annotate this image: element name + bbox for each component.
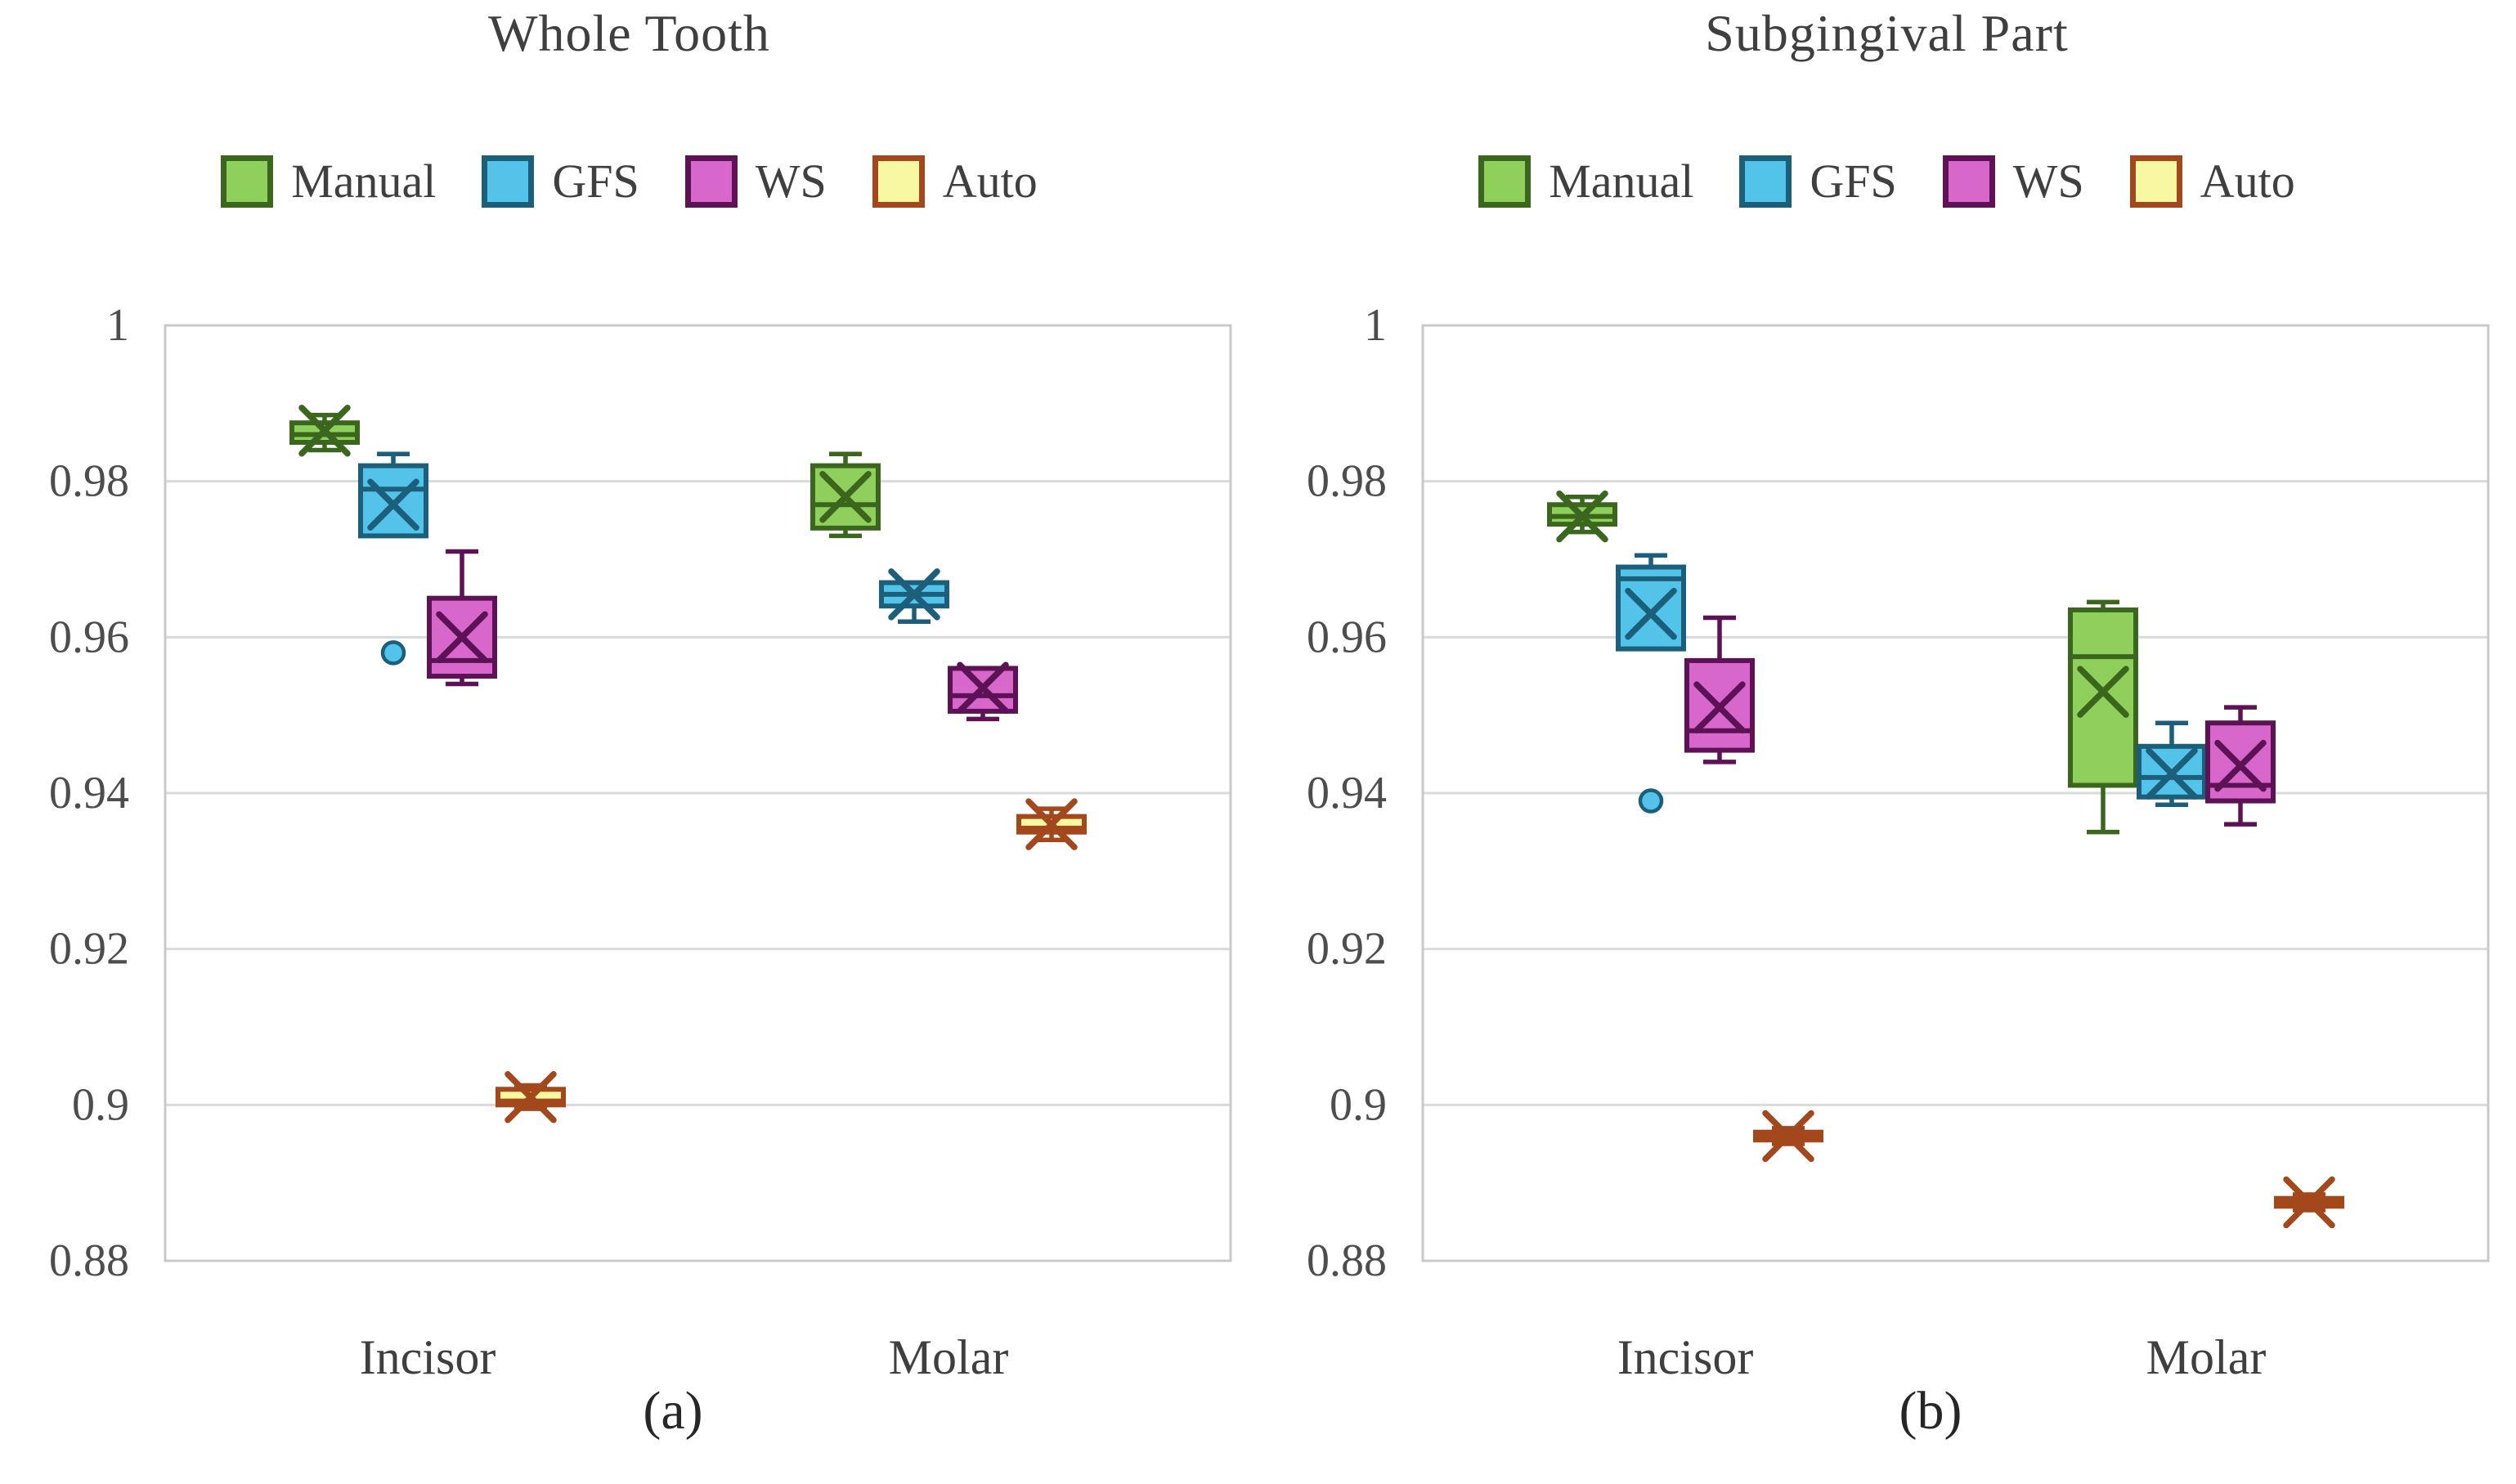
mean-x-marker	[1762, 1110, 1814, 1163]
panel-caption: (b)	[1899, 1381, 1962, 1441]
y-tick-label: 1	[1364, 300, 1387, 351]
y-tick-label: 1	[106, 300, 129, 351]
panel-title: Subgingival Part	[1705, 4, 2069, 62]
mean-x-marker	[819, 470, 872, 523]
legend-label-auto: Auto	[942, 155, 1038, 208]
panel-title: Whole Tooth	[488, 4, 770, 62]
y-tick-label: 0.88	[1307, 1235, 1387, 1286]
legend-label-manual: Manual	[291, 155, 437, 208]
legend-swatch-ws	[684, 155, 738, 208]
legend-swatch-ws	[1942, 155, 1995, 208]
x-category-label-incisor: Incisor	[1617, 1330, 1754, 1384]
box-manual-molar	[2068, 607, 2138, 788]
plot-border	[1421, 324, 2490, 1262]
panel-caption: (a)	[643, 1381, 703, 1441]
legend-swatch-gfs	[1739, 155, 1792, 208]
mean-x-marker	[1693, 681, 1746, 733]
outlier-point	[1638, 788, 1664, 814]
legend-swatch-gfs	[482, 155, 535, 208]
legend-label-gfs: GFS	[1810, 155, 1897, 208]
legend-item-auto: Auto	[872, 155, 1038, 208]
y-tick-label: 0.98	[1307, 456, 1387, 507]
mean-x-marker	[2077, 666, 2129, 718]
legend-item-auto: Auto	[2129, 155, 2295, 208]
legend-item-gfs: GFS	[1739, 155, 1897, 208]
y-tick-label: 0.94	[49, 768, 129, 818]
legend-swatch-auto	[2129, 155, 2182, 208]
outlier-point	[380, 640, 406, 666]
legend-item-ws: WS	[1942, 155, 2084, 208]
mean-x-marker	[2214, 739, 2267, 792]
y-tick-label: 0.92	[1307, 924, 1387, 975]
y-tick-label: 0.9	[1330, 1079, 1387, 1130]
mean-x-marker	[298, 404, 351, 457]
plot-border	[164, 324, 1232, 1262]
mean-x-marker	[888, 568, 940, 621]
legend-label-auto: Auto	[2200, 155, 2295, 208]
y-tick-label: 0.92	[49, 924, 129, 975]
mean-x-marker	[1625, 587, 1677, 640]
x-category-label-incisor: Incisor	[360, 1330, 496, 1384]
x-category-label-molar: Molar	[2146, 1330, 2267, 1384]
mean-x-marker	[505, 1071, 557, 1123]
x-category-label-molar: Molar	[889, 1330, 1009, 1384]
mean-x-marker	[957, 661, 1009, 715]
y-tick-label: 0.96	[1307, 612, 1387, 662]
panel-subgingival-part: Subgingival Part Manual GFS WS Auto 1 0.98 0.…	[1258, 0, 2516, 1484]
mean-x-marker	[2283, 1176, 2335, 1229]
mean-x-marker	[1025, 798, 1078, 850]
legend-item-gfs: GFS	[482, 155, 639, 208]
box-plot-chart: 1 0.98 0.96 0.94 0.92 0.9 0.88 Incisor Molar	[49, 300, 1232, 1384]
y-tick-label: 0.96	[49, 612, 129, 662]
mean-x-marker	[2146, 747, 2198, 800]
legend-item-manual: Manual	[221, 155, 436, 208]
legend-swatch-manual	[221, 155, 274, 208]
panel-whole-tooth: Whole Tooth Manual GFS WS Auto 1 0.98 0.96 0.9…	[0, 4, 1258, 1441]
legend-item-manual: Manual	[1478, 155, 1693, 208]
legend: Manual GFS WS Auto	[1258, 155, 2516, 208]
legend-label-ws: WS	[2012, 155, 2084, 208]
y-tick-label: 0.9	[72, 1079, 129, 1130]
legend-swatch-auto	[872, 155, 925, 208]
legend: Manual GFS WS Auto	[0, 155, 1258, 208]
y-tick-label: 0.88	[49, 1235, 129, 1286]
mean-x-marker	[367, 478, 419, 531]
y-tick-label: 0.94	[1307, 768, 1387, 818]
mean-x-marker	[436, 611, 488, 664]
legend-label-ws: WS	[755, 155, 827, 208]
legend-label-gfs: GFS	[552, 155, 639, 208]
mean-x-marker	[1556, 490, 1608, 543]
legend-item-ws: WS	[684, 155, 827, 208]
box-plot-chart: 1 0.98 0.96 0.94 0.92 0.9 0.88 Incisor Molar	[1307, 300, 2490, 1384]
legend-swatch-manual	[1478, 155, 1532, 208]
y-tick-label: 0.98	[49, 456, 129, 507]
legend-label-manual: Manual	[1549, 155, 1694, 208]
